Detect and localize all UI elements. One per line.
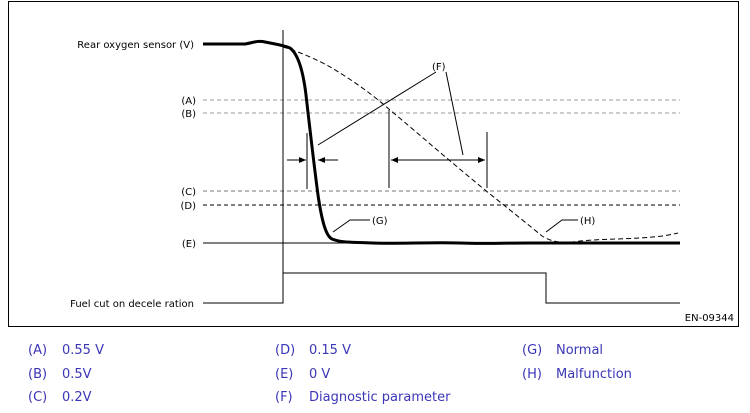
reference-code: EN-09344 — [685, 313, 734, 324]
legend-code: (D) — [275, 343, 296, 358]
legend-code: (B) — [28, 367, 48, 382]
legend-code: (C) — [28, 390, 48, 405]
level-d-label: (D) — [180, 201, 196, 212]
fuel-cut-label: Fuel cut on decele ration — [70, 299, 194, 310]
callout-f-label: (F) — [432, 62, 446, 73]
legend-text: 0.55 V — [62, 343, 104, 358]
legend: (A) 0.55 V (B) 0.5V (C) 0.2V (D) 0.15 V (E) 0… — [0, 340, 750, 410]
callout-g-label: (G) — [372, 216, 388, 227]
callout-h-label: (H) — [580, 216, 595, 227]
callout-g-leader — [332, 219, 370, 233]
legend-text: Malfunction — [556, 367, 632, 382]
legend-text: Diagnostic parameter — [309, 390, 451, 405]
legend-text: 0 V — [309, 367, 331, 382]
legend-item-a: (A) 0.55 V — [28, 343, 104, 358]
rear-o2-label: Rear oxygen sensor (V) — [77, 40, 194, 51]
legend-text: 0.5V — [62, 367, 92, 382]
legend-item-b: (B) 0.5V — [28, 367, 92, 382]
normal-curve — [203, 39, 680, 245]
fuel-cut-signal — [203, 272, 680, 304]
callout-f-leader-2 — [445, 71, 464, 156]
callout-h-leader — [545, 219, 578, 233]
timing-diagram: Rear oxygen sensor (V) Fuel cut on decel… — [70, 30, 734, 324]
legend-code: (E) — [275, 367, 294, 382]
callout-f-leader-1 — [317, 71, 437, 146]
legend-text: 0.2V — [62, 390, 92, 405]
legend-text: Normal — [556, 343, 604, 358]
legend-code: (G) — [522, 343, 543, 358]
legend-code: (A) — [28, 343, 48, 358]
malfunction-curve — [282, 46, 679, 243]
legend-item-e: (E) 0 V — [275, 367, 330, 382]
legend-item-f: (F) Diagnostic parameter — [275, 390, 450, 405]
level-b-label: (B) — [181, 109, 196, 120]
legend-item-g: (G) Normal — [522, 343, 603, 358]
legend-code: (H) — [522, 367, 542, 382]
diagram-frame — [8, 1, 739, 327]
legend-text: 0.15 V — [309, 343, 351, 358]
legend-item-d: (D) 0.15 V — [275, 343, 351, 358]
legend-item-c: (C) 0.2V — [28, 390, 92, 405]
level-e-label: (E) — [182, 239, 196, 250]
level-c-label: (C) — [181, 187, 196, 198]
legend-code: (F) — [275, 390, 293, 405]
legend-item-h: (H) Malfunction — [522, 367, 632, 382]
level-a-label: (A) — [181, 96, 196, 107]
